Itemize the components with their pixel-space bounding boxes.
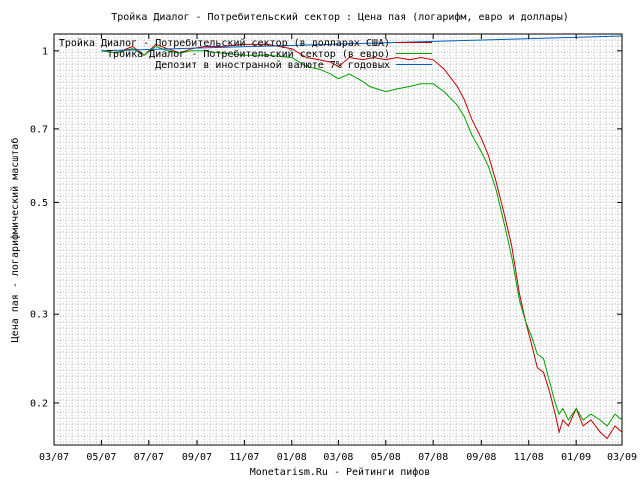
x-tick-label: 07/07 bbox=[134, 452, 164, 463]
series-group bbox=[101, 35, 623, 440]
series-line-2 bbox=[101, 45, 623, 427]
x-tick-label: 11/07 bbox=[229, 452, 259, 463]
plot-area bbox=[53, 33, 623, 446]
x-tick-label: 05/07 bbox=[86, 452, 116, 463]
x-tick-label: 09/08 bbox=[466, 452, 496, 463]
series-line-3 bbox=[101, 35, 623, 52]
y-tick-label: 0.2 bbox=[30, 398, 48, 409]
chart-title: Тройка Диалог - Потребительский сектор :… bbox=[111, 11, 569, 23]
x-tick-label: 03/09 bbox=[607, 452, 637, 463]
legend-label: Депозит в иностранной валюте 7% годовых bbox=[155, 59, 390, 71]
x-tick-label: 05/08 bbox=[371, 452, 401, 463]
y-tick-label: 1 bbox=[42, 46, 48, 57]
x-tick-label: 11/08 bbox=[514, 452, 544, 463]
x-tick-label: 07/08 bbox=[418, 452, 448, 463]
series-line-1 bbox=[101, 43, 623, 440]
x-tick-label: 03/07 bbox=[39, 452, 69, 463]
x-axis-label: Monetarism.Ru - Рейтинги пифов bbox=[250, 466, 431, 478]
x-axis: 03/07 05/07 07/07 09/07 11/07 01/08 03/08 05/08… bbox=[39, 34, 637, 463]
grid bbox=[54, 34, 622, 445]
y-tick-label: 0.3 bbox=[30, 310, 48, 321]
y-axis-label: Цена пая - логарифмический масштаб bbox=[9, 138, 21, 343]
y-tick-label: 0.7 bbox=[30, 124, 48, 135]
x-tick-label: 09/07 bbox=[182, 452, 212, 463]
x-tick-label: 01/09 bbox=[561, 452, 591, 463]
legend-label: Тройка Диалог - Потребительский сектор (… bbox=[59, 37, 390, 49]
y-axis: 0.2 0.3 0.5 0.7 1 bbox=[30, 46, 622, 409]
legend-label: Тройка Диалог - Потребительский сектор (… bbox=[107, 48, 390, 60]
x-tick-label: 03/08 bbox=[323, 452, 353, 463]
y-tick-label: 0.5 bbox=[30, 198, 48, 209]
x-tick-label: 01/08 bbox=[277, 452, 307, 463]
legend: Тройка Диалог - Потребительский сектор (… bbox=[59, 37, 432, 71]
